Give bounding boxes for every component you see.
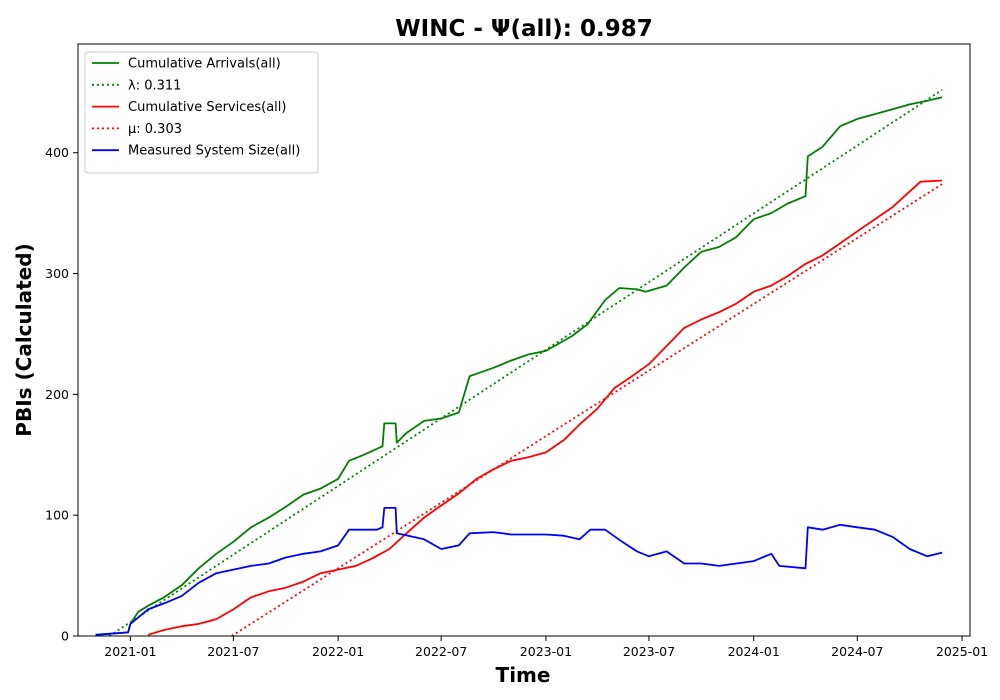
legend-entry-0: Cumulative Arrivals(all)	[128, 57, 281, 72]
series-line-1	[108, 89, 943, 637]
x-tick-label-7: 2024-07	[831, 644, 883, 659]
y-tick-label-4: 400	[45, 145, 69, 160]
legend-entry-3: μ: 0.303	[128, 122, 182, 137]
x-tick-label-8: 2025-01	[936, 644, 988, 659]
x-tick-label-4: 2023-01	[520, 644, 572, 659]
plot-frame	[77, 43, 971, 637]
plot-lines	[95, 89, 943, 637]
x-tick-label-6: 2024-01	[728, 644, 780, 659]
x-axis-label: Time	[496, 663, 551, 687]
legend-entry-1: λ: 0.311	[128, 78, 181, 93]
series-line-3	[231, 183, 943, 637]
x-tick-label-0: 2021-01	[104, 644, 156, 659]
series-line-2	[147, 179, 943, 636]
x-tick-label-2: 2022-01	[312, 644, 364, 659]
y-tick-label-1: 100	[45, 508, 69, 523]
y-axis-label: PBIs (Calculated)	[12, 243, 36, 436]
y-tick-label-0: 0	[61, 629, 69, 644]
legend-entry-2: Cumulative Services(all)	[128, 100, 286, 115]
legend-box	[84, 51, 319, 174]
series-line-0	[95, 96, 943, 636]
x-tick-label-1: 2021-07	[207, 644, 259, 659]
series-line-4	[95, 507, 943, 636]
chart-title: WINC - Ψ(all): 0.987	[395, 16, 652, 42]
x-tick-label-3: 2022-07	[415, 644, 467, 659]
x-tick-label-5: 2023-07	[623, 644, 675, 659]
y-tick-label-3: 300	[45, 266, 69, 281]
legend: Cumulative Arrivals(all) λ: 0.311 Cumulati…	[84, 51, 319, 174]
legend-entry-4: Measured System Size(all)	[128, 144, 300, 159]
x-axis-ticks: 2021-01 2021-07 2022-01 2022-07 2023-01 2023-…	[104, 636, 988, 659]
y-axis-ticks: 0 100 200 300 400	[45, 145, 78, 644]
y-tick-label-2: 200	[45, 387, 69, 402]
